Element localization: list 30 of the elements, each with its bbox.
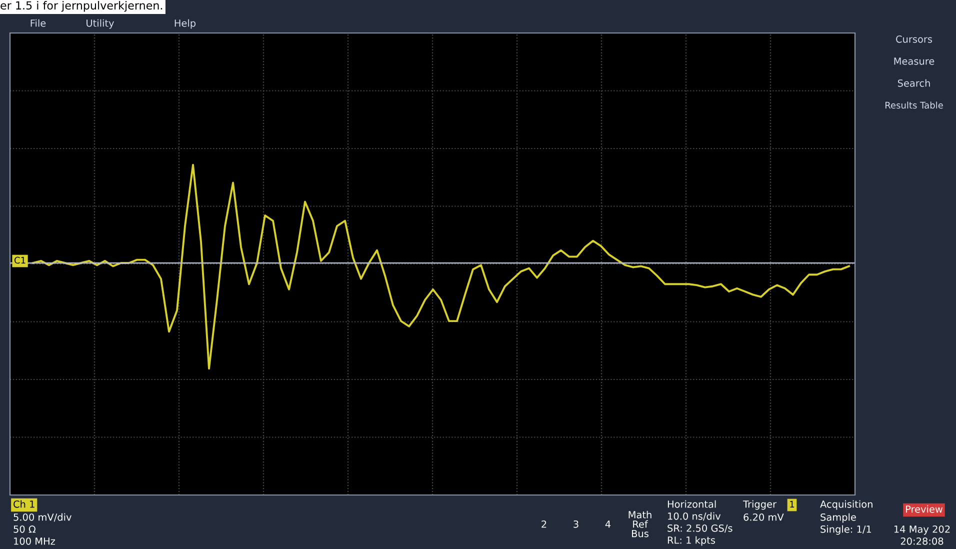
text: C1 <box>14 256 26 264</box>
text: Cursors <box>896 35 932 43</box>
text: 14 May 202 <box>894 525 950 535</box>
text: Sample <box>820 513 856 523</box>
text: 1 <box>790 500 794 508</box>
text: 50 Ω <box>14 525 36 533</box>
text: Search <box>898 79 930 87</box>
text: Results Table <box>885 102 943 109</box>
text: 10.0 ns/div <box>668 512 721 521</box>
text: Ch 1 <box>14 500 34 508</box>
text: Utility <box>86 19 114 29</box>
text: Horizontal <box>668 500 716 508</box>
text: SR: 2.50 GS/s <box>668 524 732 533</box>
text: Measure <box>894 58 934 65</box>
text: 100 MHz <box>14 537 56 545</box>
text: 5.00 mV/div <box>14 513 72 522</box>
text: 3 <box>574 520 578 528</box>
text: Help <box>174 19 196 29</box>
text: 4 <box>605 520 611 528</box>
text: Acquisition <box>820 500 872 510</box>
text: 6.20 mV <box>744 513 784 521</box>
text: Preview <box>906 505 943 513</box>
text: er 1.5 i for jernpulverkjernen. <box>0 1 162 12</box>
text: RL: 1 kpts <box>668 536 716 546</box>
text: 2 <box>542 520 546 528</box>
text: Trigger <box>742 500 777 510</box>
text: 20:28:08 <box>900 537 944 545</box>
text: File <box>30 19 46 27</box>
text: Single: 1/1 <box>820 525 872 535</box>
text: Math Ref Bus <box>628 510 652 538</box>
